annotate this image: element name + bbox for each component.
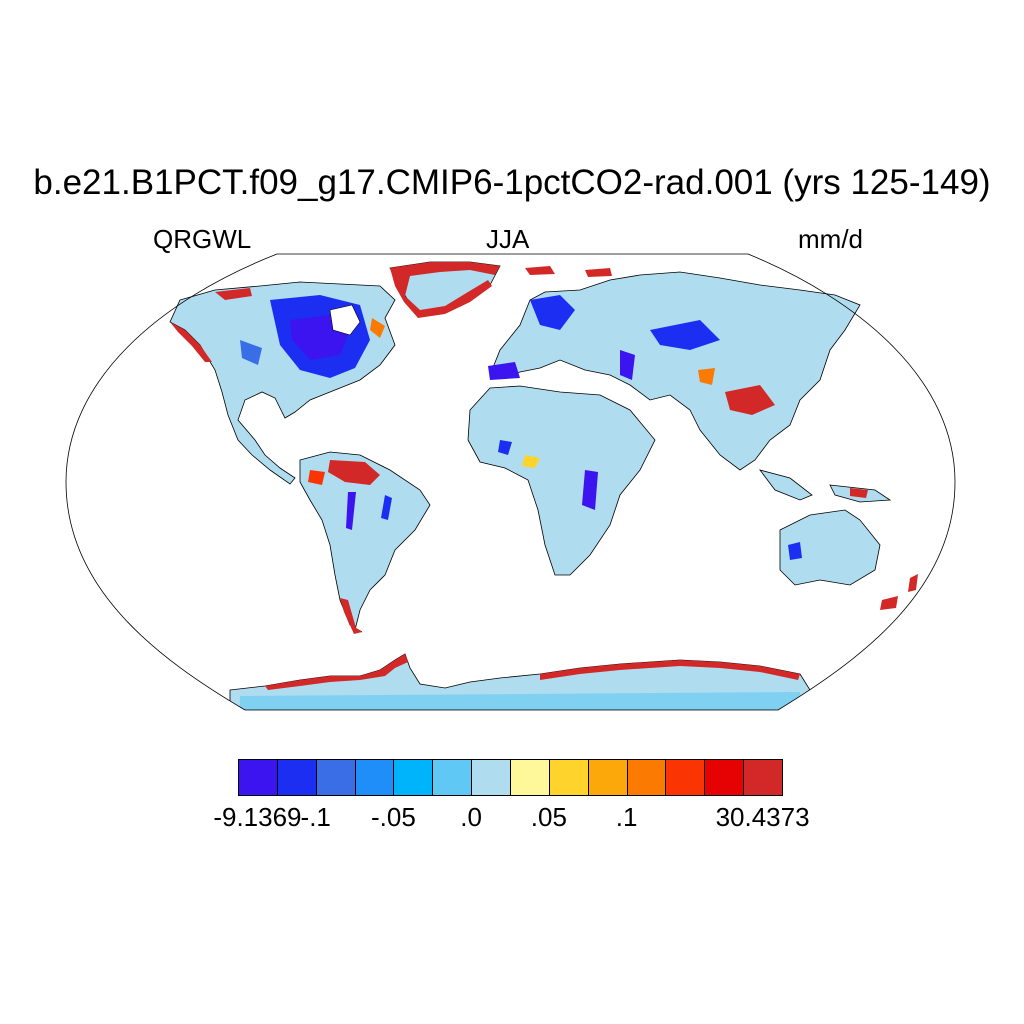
colorbar-label: .1 bbox=[615, 802, 638, 832]
colorbar-box bbox=[510, 759, 550, 796]
colorbar-box bbox=[471, 759, 511, 796]
colorbar-box bbox=[315, 759, 356, 796]
variable-label: QRGWL bbox=[153, 224, 252, 254]
units-label: mm/d bbox=[798, 224, 863, 254]
colorbar-label: 30.4373 bbox=[715, 802, 810, 832]
colorbar-box bbox=[665, 759, 706, 796]
season-label: JJA bbox=[486, 224, 530, 254]
eurasia bbox=[489, 271, 861, 471]
colorbar-box bbox=[626, 759, 667, 796]
colorbar-label: -9.1369 bbox=[213, 802, 302, 832]
colorbar-label: -.1 bbox=[300, 802, 331, 832]
colorbar-box bbox=[238, 759, 278, 796]
colorbar-label: -.05 bbox=[371, 802, 416, 832]
colorbar-box bbox=[432, 759, 473, 796]
africa bbox=[467, 385, 656, 576]
colorbar-label: .05 bbox=[530, 802, 567, 832]
colorbar-label: .0 bbox=[460, 802, 482, 832]
colorbar-box bbox=[548, 759, 589, 796]
south-america bbox=[299, 451, 431, 633]
colorbar-box bbox=[704, 759, 745, 796]
map-border bbox=[65, 253, 956, 711]
australia bbox=[779, 509, 881, 586]
colorbar-box bbox=[393, 759, 434, 796]
colorbar-box bbox=[587, 759, 628, 796]
colorbar-box bbox=[276, 759, 317, 796]
colorbar-box bbox=[354, 759, 395, 796]
map-title: b.e21.B1PCT.f09_g17.CMIP6-1pctCO2-rad.00… bbox=[33, 163, 991, 202]
colorbar-box bbox=[743, 759, 783, 796]
